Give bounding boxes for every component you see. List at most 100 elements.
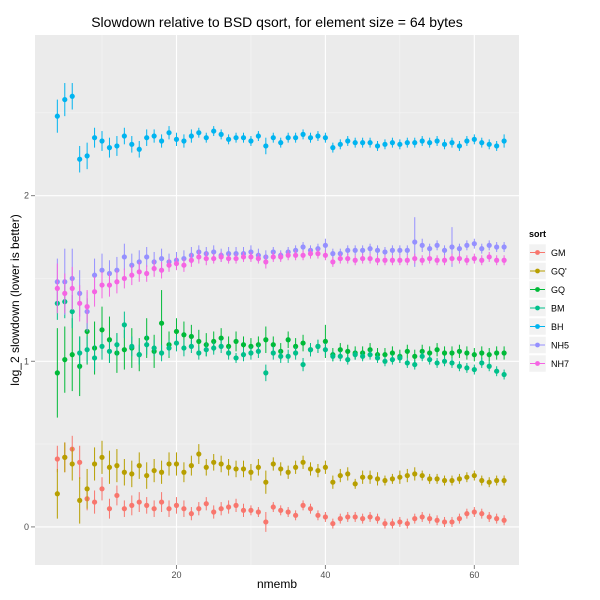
data-point [486, 352, 492, 358]
data-point [382, 352, 388, 358]
data-point [501, 257, 507, 263]
data-point [337, 353, 343, 359]
data-point [151, 265, 157, 272]
data-point [345, 348, 351, 354]
data-point [203, 255, 209, 262]
data-point [419, 353, 425, 359]
data-point [226, 350, 232, 356]
data-point [248, 469, 254, 475]
data-point [322, 252, 328, 258]
data-point [285, 509, 291, 515]
x-axis-tick-label: 40 [320, 570, 330, 580]
data-point [486, 363, 492, 369]
data-point [389, 257, 396, 263]
data-point [307, 506, 314, 512]
data-point [464, 511, 470, 517]
data-point [121, 469, 127, 475]
data-point [121, 322, 127, 328]
data-point [173, 340, 180, 346]
data-point [315, 343, 321, 349]
data-point [255, 133, 261, 139]
data-point [203, 347, 209, 353]
data-point [404, 472, 410, 479]
data-point [54, 113, 60, 119]
data-point [322, 242, 328, 248]
data-point [218, 461, 224, 467]
data-point [240, 507, 247, 513]
legend-key-point [535, 287, 540, 292]
axes: 20 40 60 0 1 2 [24, 191, 479, 580]
data-point [471, 366, 477, 373]
data-point [412, 353, 418, 359]
data-point [173, 502, 180, 508]
legend-key-point [535, 324, 540, 329]
data-point [114, 279, 120, 285]
data-point [263, 519, 269, 525]
data-point [397, 257, 403, 263]
data-point [248, 507, 254, 513]
data-point [166, 262, 172, 268]
data-point [62, 454, 68, 460]
data-point [479, 140, 485, 146]
data-point [106, 464, 113, 470]
data-point [427, 350, 433, 356]
data-point [434, 347, 440, 353]
data-point [233, 466, 239, 472]
y-axis-tick-label: 0 [24, 522, 29, 532]
data-point [367, 474, 373, 480]
data-point [263, 337, 269, 343]
data-point [114, 143, 120, 149]
data-point [330, 479, 336, 485]
data-point [330, 259, 336, 265]
y-axis-tick-label: 2 [24, 191, 29, 201]
legend-label: BM [551, 304, 565, 314]
data-point [166, 345, 172, 351]
data-point [114, 463, 120, 469]
legend-item: BH [528, 317, 564, 336]
legend: sort GM GQ' GQ BM BH NH5 NH7 [528, 229, 569, 373]
data-point [69, 352, 75, 358]
data-point [389, 357, 396, 363]
x-axis-tick-label: 60 [469, 570, 479, 580]
data-point [307, 135, 314, 141]
data-point [389, 140, 396, 146]
data-point [412, 140, 418, 146]
data-point [330, 251, 336, 257]
data-point [54, 491, 60, 497]
data-point [300, 361, 306, 368]
data-point [360, 247, 366, 253]
series-gq- [54, 440, 507, 524]
data-point [382, 520, 388, 527]
data-point [270, 461, 276, 467]
data-point [293, 135, 299, 141]
data-point [464, 474, 470, 480]
data-point [471, 255, 477, 262]
data-point [449, 519, 455, 525]
data-point [121, 506, 127, 512]
data-point [99, 486, 105, 492]
data-point [501, 477, 507, 484]
data-point [144, 135, 150, 141]
data-point [226, 464, 232, 470]
data-point [278, 140, 284, 146]
data-point [218, 254, 224, 260]
data-point [456, 255, 463, 262]
data-point [479, 257, 485, 263]
data-point [91, 135, 98, 141]
data-point [91, 272, 98, 278]
legend-items: GM GQ' GQ BM BH NH5 NH7 [528, 243, 569, 373]
data-point [248, 138, 254, 144]
legend-item: GM [528, 243, 566, 262]
data-point [166, 506, 172, 512]
data-point [203, 464, 209, 470]
data-point [345, 514, 351, 520]
data-point [91, 499, 98, 505]
data-point [412, 239, 418, 245]
data-point [173, 461, 180, 467]
data-point [211, 255, 217, 262]
data-point [360, 474, 366, 480]
data-point [494, 368, 500, 374]
data-point [337, 472, 343, 479]
data-point [121, 275, 127, 282]
data-series [54, 83, 507, 532]
